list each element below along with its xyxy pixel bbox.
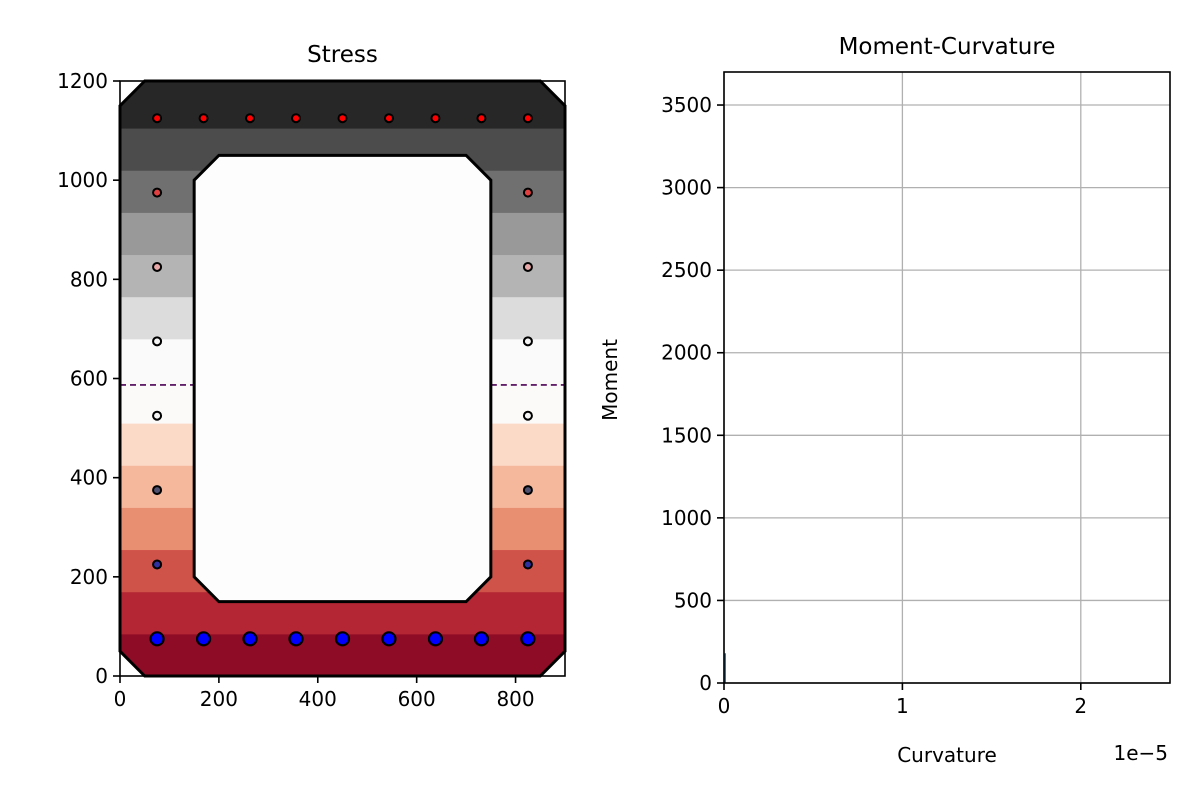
y-tick-label: 400 [70,466,108,490]
mc-xlabel: Curvature [897,743,997,767]
rebar [381,631,397,647]
x-tick-label: 0 [718,694,731,718]
mc-axes-frame [723,71,1171,684]
rebar [430,113,441,124]
stress-panel: 0 200 400 600 800 0 200 400 600 800 1000 1200 Stre… [57,42,567,711]
rebar [476,113,487,124]
mc-x-ticks: 0 1 2 [718,683,1087,718]
y-tick-label: 200 [70,565,108,589]
rebar [522,113,533,124]
x-tick-label: 2 [1074,694,1087,718]
rebar [152,559,163,570]
rebar [520,631,536,647]
stress-title: Stress [307,42,378,68]
rebar [149,631,165,647]
rebar [522,261,533,272]
rebar [522,410,533,421]
rebar [152,485,163,496]
stress-x-ticks: 0 200 400 600 800 [114,676,535,711]
y-tick-label: 500 [674,588,712,612]
rebar [522,187,533,198]
rebar-group [149,113,536,647]
x-tick-label: 600 [398,687,436,711]
rebar [195,631,212,647]
rebar [473,631,490,647]
rebar [198,113,209,124]
x-tick-label: 0 [114,687,127,711]
mc-ylabel: Moment [598,339,622,421]
void-outline [192,153,493,604]
stress-y-ticks: 0 200 400 600 800 1000 1200 [57,69,120,688]
rebar [291,113,302,124]
mc-y-ticks: 0 500 1000 1500 2000 2500 3000 3500 [661,93,724,695]
mc-title: Moment-Curvature [839,34,1056,60]
x-tick-label: 800 [496,687,534,711]
x-tick-label: 1 [896,694,909,718]
y-tick-label: 3500 [661,93,712,117]
rebar [522,559,533,570]
rebar [152,187,163,198]
x-tick-label: 400 [299,687,337,711]
y-tick-label: 3000 [661,176,712,200]
mc-grid [723,72,1170,684]
rebar [242,631,258,647]
moment-curvature-panel: 0 1 2 0 500 1000 1500 2000 2500 3000 3500 Moment-… [598,34,1171,767]
rebar [427,631,444,647]
y-tick-label: 2000 [661,341,712,365]
y-tick-label: 0 [699,671,712,695]
y-tick-label: 1500 [661,423,712,447]
rebar [152,261,163,272]
rebar [152,113,163,124]
rebar [152,336,163,347]
void-fill [194,155,491,602]
y-tick-label: 0 [95,664,108,688]
y-tick-label: 600 [70,367,108,391]
rebar [337,113,348,124]
rebar [334,631,351,647]
y-tick-label: 1000 [57,168,108,192]
y-tick-label: 1200 [57,69,108,93]
rebar [245,113,256,124]
rebar [522,485,533,496]
rebar [383,113,394,124]
y-tick-label: 2500 [661,258,712,282]
rebar [152,410,163,421]
mc-x-offset-text: 1e−5 [1113,741,1168,765]
rebar [288,631,304,647]
rebar [522,336,533,347]
y-tick-label: 1000 [661,506,712,530]
x-tick-label: 200 [200,687,238,711]
y-tick-label: 800 [70,267,108,291]
